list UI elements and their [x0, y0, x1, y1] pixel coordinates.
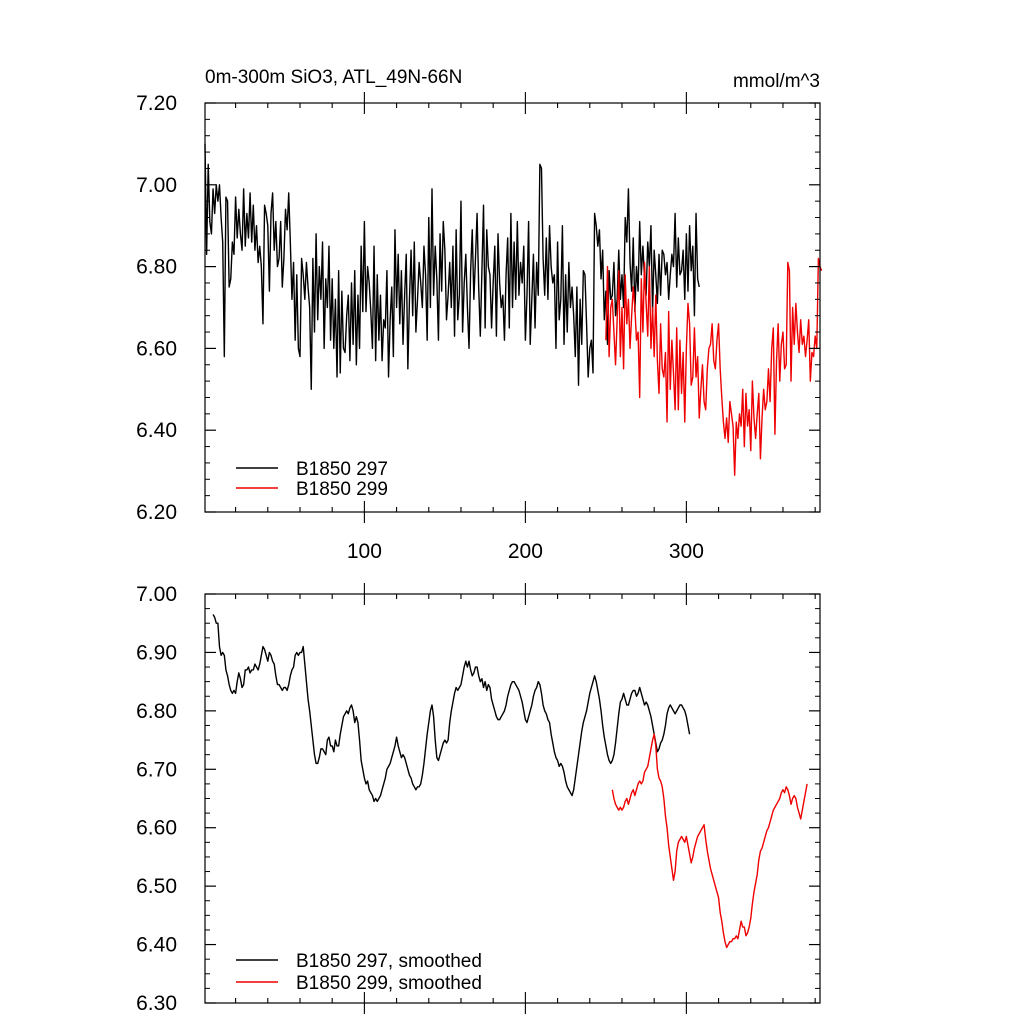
y-tick-label: 7.00 — [136, 583, 177, 606]
legend-item: B1850 299, smoothed — [236, 973, 482, 994]
y-tick-label: 6.70 — [136, 758, 177, 781]
y-tick-label: 6.40 — [136, 934, 177, 957]
plot-frame — [204, 593, 821, 1004]
y-tick-label: 6.30 — [136, 992, 177, 1015]
y-tick-label: 7.00 — [136, 174, 177, 197]
y-tick-label: 7.20 — [136, 92, 177, 115]
y-tick-label: 6.60 — [136, 817, 177, 840]
legend-label: B1850 299, smoothed — [296, 973, 482, 994]
units-label: mmol/m^3 — [733, 71, 820, 92]
series-line-b1850-299-smoothed — [611, 733, 808, 949]
y-tick-label: 6.40 — [136, 419, 177, 442]
y-tick-label: 6.90 — [136, 641, 177, 664]
series-line-b1850-297-smoothed — [212, 614, 691, 803]
y-tick-label: 6.80 — [136, 256, 177, 279]
x-tick-label: 300 — [669, 540, 704, 563]
legend-item: B1850 297, smoothed — [236, 951, 482, 972]
y-tick-label: 6.80 — [136, 700, 177, 723]
y-tick-label: 6.20 — [136, 501, 177, 524]
legend-label: B1850 299 — [296, 479, 388, 500]
series-line-b1850-297 — [204, 143, 700, 390]
legend-item: B1850 299 — [236, 479, 388, 500]
top-panel: 6.20 6.40 6.60 6.80 7.00 7.20 100 200 300 B1850 2… — [136, 92, 823, 563]
legend-label: B1850 297 — [296, 459, 388, 480]
x-tick-label: 100 — [347, 540, 382, 563]
legend-item: B1850 297 — [236, 459, 388, 480]
y-tick-label: 6.60 — [136, 337, 177, 360]
plot-frame — [204, 102, 821, 513]
series-line-b1850-299 — [605, 257, 823, 476]
legend-label: B1850 297, smoothed — [296, 951, 482, 972]
bottom-panel: 6.30 6.40 6.50 6.60 6.70 6.80 6.90 7.00 B1850 29… — [136, 583, 821, 1015]
y-tick-label: 6.50 — [136, 875, 177, 898]
chart-title: 0m-300m SiO3, ATL_49N-66N — [205, 67, 462, 88]
x-tick-label: 200 — [508, 540, 543, 563]
